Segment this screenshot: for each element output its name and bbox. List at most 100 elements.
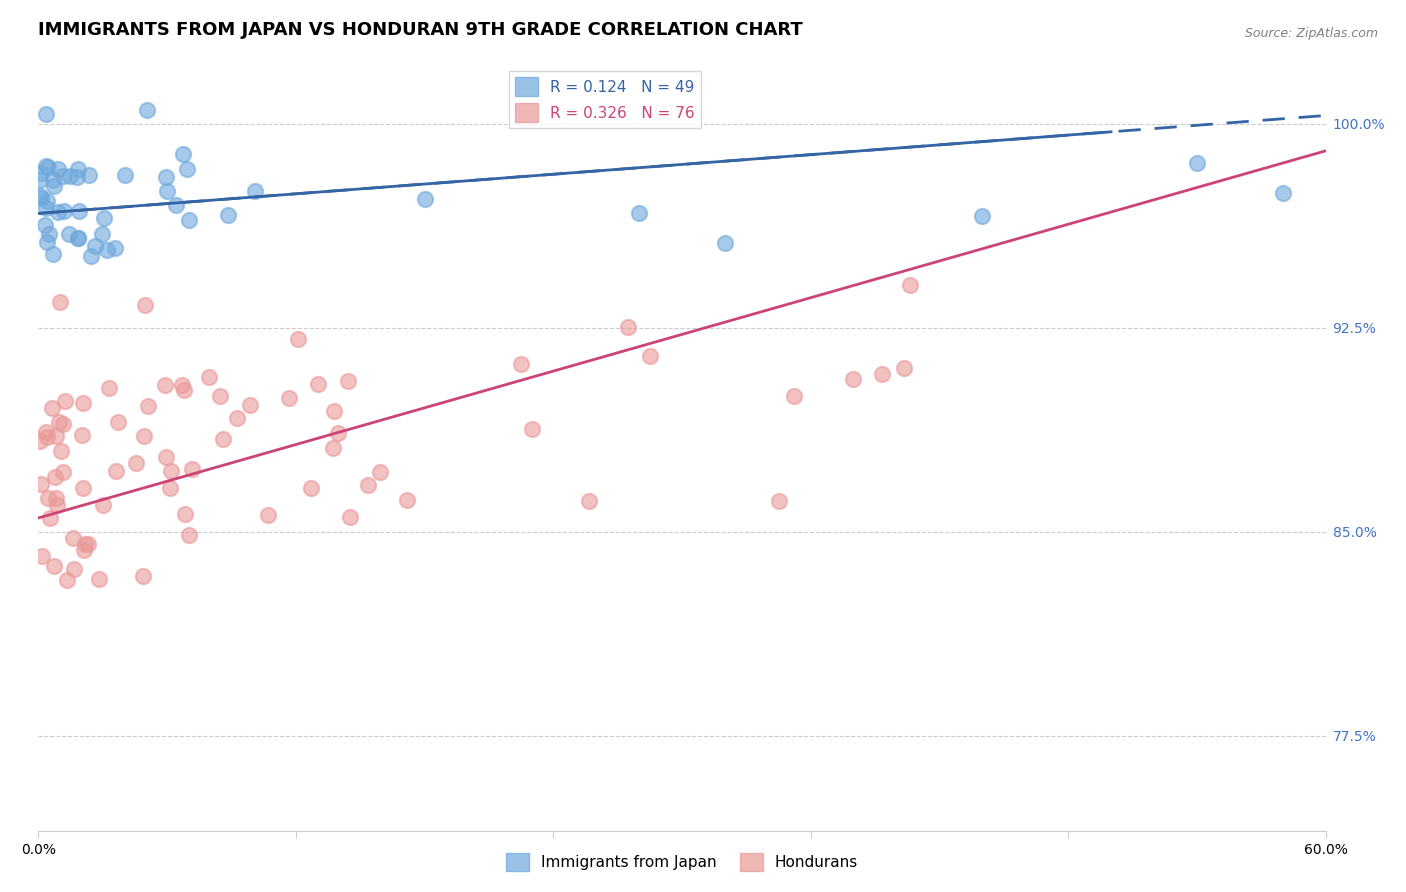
Point [893, 360, 915, 375]
Point [53, 203, 76, 218]
Point [96, 244, 118, 258]
Point [134, 428, 156, 442]
Point [77, 536, 100, 550]
Point [66, 170, 89, 185]
Point [30, 434, 52, 448]
Point [155, 450, 177, 465]
Point [510, 357, 533, 371]
Point [53, 394, 76, 409]
Point [31, 549, 53, 563]
Point [172, 147, 194, 161]
Point [198, 370, 221, 384]
Point [35, 194, 58, 208]
Point [842, 371, 865, 385]
Point [51, 444, 73, 458]
Point [34, 219, 56, 233]
Point [768, 494, 790, 508]
Point [155, 378, 177, 392]
Point [174, 507, 197, 521]
Point [628, 206, 651, 220]
Point [225, 410, 247, 425]
Point [176, 161, 198, 176]
Point [134, 298, 156, 312]
Point [37, 160, 59, 174]
Point [173, 383, 195, 397]
Point [30, 477, 52, 491]
Point [217, 208, 239, 222]
Point [80, 249, 103, 263]
Point [413, 192, 436, 206]
Point [46, 498, 69, 512]
Point [67, 204, 90, 219]
Point [38, 227, 60, 241]
Point [159, 464, 181, 478]
Point [35, 425, 58, 440]
Point [257, 508, 280, 522]
Point [97, 381, 120, 395]
Point [83, 238, 105, 252]
Point [66, 230, 89, 244]
Point [179, 528, 201, 542]
Point [56, 574, 79, 588]
Point [34, 159, 56, 173]
Point [578, 494, 600, 508]
Point [35, 430, 58, 444]
Point [322, 404, 344, 418]
Point [30, 166, 52, 180]
Point [136, 399, 159, 413]
Point [370, 465, 392, 479]
Point [45, 491, 67, 505]
Point [42, 247, 65, 261]
Point [208, 389, 231, 403]
Point [114, 168, 136, 182]
Point [42, 179, 65, 194]
Point [339, 510, 361, 524]
Point [75, 537, 97, 551]
Point [870, 368, 893, 382]
Point [91, 227, 114, 242]
Point [104, 241, 127, 255]
Point [177, 213, 200, 227]
Text: IMMIGRANTS FROM JAPAN VS HONDURAN 9TH GRADE CORRELATION CHART: IMMIGRANTS FROM JAPAN VS HONDURAN 9TH GR… [38, 21, 803, 39]
Point [48, 415, 70, 429]
Point [46, 162, 69, 177]
Point [44, 558, 66, 573]
Point [322, 441, 344, 455]
Point [35, 235, 58, 249]
Point [37, 491, 59, 505]
Point [135, 103, 157, 117]
Point [72, 396, 94, 410]
Point [87, 572, 110, 586]
Point [1185, 155, 1208, 169]
Point [70, 428, 93, 442]
Point [898, 278, 921, 293]
Point [155, 170, 177, 185]
Point [52, 169, 75, 183]
Point [124, 456, 146, 470]
Point [91, 498, 114, 512]
Point [714, 236, 737, 251]
Point [181, 462, 204, 476]
Point [63, 562, 86, 576]
Point [52, 466, 75, 480]
Point [72, 481, 94, 495]
Point [170, 377, 193, 392]
Point [105, 464, 128, 478]
Point [93, 211, 115, 225]
Point [165, 198, 187, 212]
Point [357, 477, 380, 491]
Point [41, 401, 63, 416]
Point [30, 173, 52, 187]
Point [58, 227, 80, 241]
Point [132, 568, 155, 582]
Point [66, 161, 89, 176]
Point [239, 398, 262, 412]
Point [211, 432, 233, 446]
Point [336, 375, 359, 389]
Point [156, 184, 179, 198]
Point [49, 295, 72, 310]
Point [48, 205, 70, 219]
Point [638, 349, 661, 363]
Point [278, 391, 301, 405]
Point [287, 332, 309, 346]
